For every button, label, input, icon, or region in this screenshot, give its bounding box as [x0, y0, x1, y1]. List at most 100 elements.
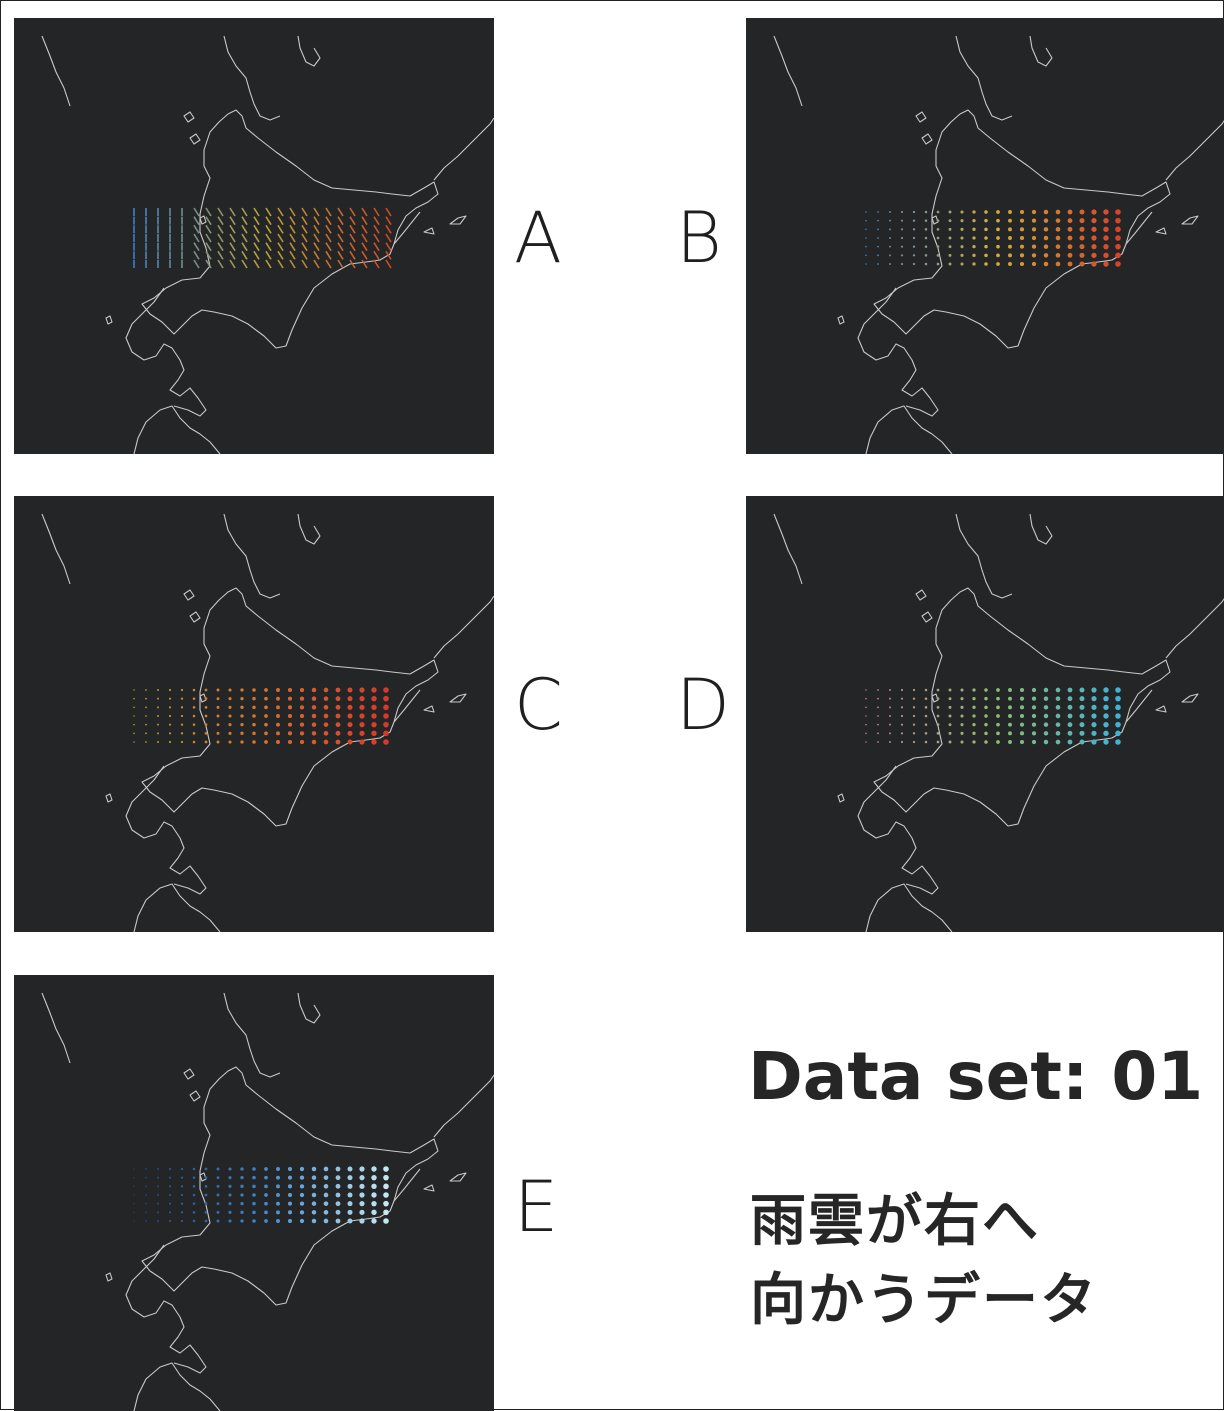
coastline-path — [183, 589, 195, 601]
rain-cell — [889, 237, 891, 239]
panel-label-d: D — [676, 664, 730, 746]
rain-cell — [1055, 739, 1061, 745]
rain-cell — [133, 706, 135, 709]
rain-cell — [216, 1193, 220, 1197]
rain-vector — [265, 216, 272, 226]
rain-cell — [157, 706, 159, 709]
rain-cell — [299, 1166, 305, 1172]
rain-cell — [264, 1184, 268, 1189]
coastline-path — [423, 227, 435, 235]
rain-cell — [180, 723, 184, 726]
rain-cell — [877, 732, 879, 735]
rain-cell — [371, 739, 377, 745]
rain-vector — [241, 207, 248, 217]
rain-cell — [145, 1194, 147, 1196]
rain-cell — [204, 1202, 208, 1206]
rain-cell — [1043, 705, 1049, 710]
rain-cell — [1091, 226, 1097, 232]
rain-cell — [276, 722, 280, 727]
rain-cell — [996, 218, 1000, 223]
rain-cell — [984, 210, 988, 214]
rain-cell — [287, 1218, 293, 1224]
rain-vector — [385, 233, 392, 243]
rain-cell — [1019, 713, 1025, 719]
rain-cell — [1115, 704, 1121, 711]
rain-cell — [1055, 261, 1061, 267]
rain-cell — [1067, 261, 1073, 267]
rain-cell — [192, 1193, 196, 1197]
rain-cell — [865, 211, 867, 213]
map-panel-d — [746, 496, 1224, 932]
rain-cell — [889, 245, 891, 248]
rain-cell — [383, 1183, 389, 1190]
rain-cell — [311, 1184, 317, 1189]
rain-cell — [924, 228, 928, 231]
rain-cell — [299, 713, 305, 719]
rain-vector — [205, 207, 212, 217]
rain-vector — [289, 259, 296, 269]
rain-cell — [972, 714, 976, 718]
rain-cell — [877, 237, 879, 239]
rain-cell — [157, 1176, 159, 1179]
rain-cell — [1079, 209, 1085, 215]
rain-vector — [313, 242, 320, 252]
rain-vector — [289, 207, 296, 217]
rain-cell — [1043, 739, 1049, 745]
rain-cell — [1115, 226, 1121, 233]
rain-cell — [889, 228, 891, 231]
rain-cell — [900, 723, 904, 726]
rain-cell — [877, 219, 879, 222]
map-svg — [773, 513, 1224, 932]
rain-cell — [299, 687, 305, 693]
rain-cell — [1067, 730, 1073, 736]
rain-cell — [228, 723, 232, 727]
rain-cell — [984, 253, 988, 258]
rain-cell — [383, 1166, 389, 1172]
rain-cell — [877, 723, 879, 726]
rain-cell — [912, 688, 916, 692]
rain-vector — [241, 259, 248, 269]
rain-cell — [299, 731, 305, 736]
rain-vector — [349, 216, 356, 226]
rain-cell — [1043, 687, 1049, 693]
rain-cell — [168, 714, 172, 718]
rain-cell — [168, 732, 172, 735]
rain-cell — [924, 688, 928, 692]
rain-cell — [948, 714, 952, 718]
rain-vector — [193, 216, 200, 226]
rain-cell — [1008, 705, 1012, 710]
rain-vector — [205, 250, 212, 260]
rain-cell — [371, 687, 377, 693]
coastline — [41, 513, 494, 932]
rain-cell — [335, 713, 341, 719]
rain-cell — [383, 1200, 389, 1207]
rain-vector — [337, 259, 344, 269]
rain-cell — [168, 1176, 172, 1179]
rain-cell — [287, 687, 293, 693]
rain-cell — [287, 705, 293, 710]
rain-cell — [192, 1176, 196, 1179]
rain-vector — [313, 259, 320, 269]
rain-cell — [252, 714, 256, 718]
rain-cell — [1043, 218, 1049, 223]
rain-cell — [204, 697, 208, 701]
rain-cell — [133, 1211, 135, 1214]
rain-cell — [865, 715, 867, 717]
rain-cell — [1031, 209, 1037, 215]
rain-cell — [133, 1220, 135, 1222]
rain-cell — [1055, 713, 1061, 719]
rain-cell — [299, 1175, 305, 1180]
rain-vector — [325, 233, 332, 243]
rain-cell — [180, 688, 184, 692]
coastline-path — [915, 111, 927, 123]
rain-cell — [335, 696, 341, 702]
rain-cell — [972, 219, 976, 223]
rain-cell — [1067, 713, 1073, 719]
rain-cell — [1055, 218, 1061, 223]
rain-vector — [193, 233, 200, 243]
rain-cell — [145, 732, 147, 735]
rain-cell — [924, 262, 928, 266]
rain-cell — [1079, 261, 1085, 267]
rain-cell — [1115, 687, 1121, 693]
rain-vector — [385, 250, 392, 260]
